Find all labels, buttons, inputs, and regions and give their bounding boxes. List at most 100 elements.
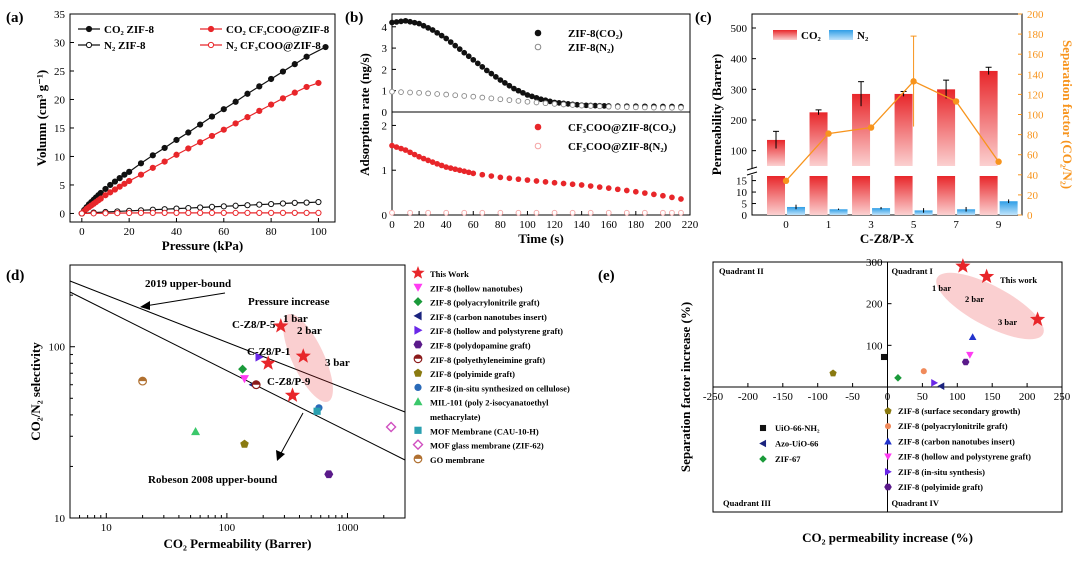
data-point-a [315,198,322,206]
legend-text-a: CO₂ CF₃COO@ZIF-8 [226,24,330,36]
y-tick-label-b: 2 [382,64,388,76]
legend-marker-d [414,325,423,335]
x-tick-label-b: 20 [414,219,426,231]
x-tick-label-a: 0 [79,226,85,238]
annotation-1bar-e: 1 bar [932,283,951,293]
bar-co2-lower [937,176,956,215]
data-point-a [279,200,287,207]
y-tick-label-e: 300 [866,257,883,269]
legend-text-d: ZIF-8 (polyethyleneimine graft) [430,355,545,365]
data-point-b [479,94,486,101]
data-point-b [641,104,648,111]
data-point-a [107,181,114,189]
data-point-b [488,173,495,179]
data-point-b [560,101,567,108]
data-point-d [251,380,261,390]
data-point-a [197,209,204,216]
legend-text-d: ZIF-8 (polydopamine graft) [430,341,531,351]
x-tick-label-e: -150 [773,391,794,403]
x-tick-label-e: 200 [1019,391,1036,403]
data-point-a [114,210,121,217]
data-point-b [456,46,463,53]
y-tick-label-a: 30 [54,37,66,49]
data-point-a [137,171,145,178]
data-point-b [470,170,477,177]
data-point-a [315,209,322,216]
x-tick-label-b: 140 [573,219,590,231]
data-point-b [641,190,648,196]
data-point-b [678,104,684,111]
x-tick-label-a: 60 [218,226,230,238]
annotation-thiswork: This work [1000,275,1037,285]
x-tick-label-e: -50 [845,391,860,403]
arrow-2019 [144,292,226,307]
data-point-b [569,181,576,188]
bar-co2 [767,139,786,166]
data-point-b [407,18,413,25]
data-point-a [256,209,263,216]
bar-n2 [829,209,848,215]
y-tick-label-c: 100 [731,146,748,158]
data-point-a [208,209,216,216]
data-point-a [291,209,298,216]
x-axis-label-b: Time (s) [518,231,564,246]
plot-frame-d [69,264,406,519]
data-point-separation [825,130,832,137]
y-tick-label-d: 10 [54,513,66,525]
data-point-a [137,160,145,167]
data-point-b [524,98,531,105]
y-tick-label-a: 10 [54,151,66,163]
panel-b: 0 20 40 60 80 100 120 140 160 180 200 22001234012Ti… [357,13,699,246]
legend-marker-d [413,297,423,307]
data-point-a [244,209,251,216]
x-tick-label-c: 1 [826,219,832,231]
legend-text-a: CO₂ ZIF-8 [104,24,155,36]
arrowhead-2019 [140,301,150,310]
data-point-e [829,369,837,377]
data-point-b [452,92,459,99]
data-point-b [669,209,675,216]
data-point-b [614,186,621,193]
bar-n2 [957,209,976,215]
data-point-b [506,97,513,103]
data-point-separation [867,124,875,131]
data-point-a [149,164,156,171]
annotation-3bar: 3 bar [325,357,350,369]
legend-marker-d [412,439,424,451]
data-point-b [678,196,684,202]
legend-marker-b [534,123,542,131]
bound-label-2008: Robeson 2008 upper-bound [148,474,277,486]
panel-label-d: (d) [6,268,24,284]
data-point-b [515,176,522,183]
data-point-b [506,175,513,182]
x-tick-label-e: -200 [738,391,759,403]
x-tick-label-b: 220 [682,219,699,231]
legend-text-d: This Work [430,269,469,279]
x-tick-label-d: 10 [101,522,113,534]
y-tick-label-c: 500 [731,23,748,35]
axis-break-c [748,169,756,175]
legend-marker-e [759,455,767,463]
x-tick-label-b: 0 [389,219,395,231]
data-point-b [438,32,445,39]
panel-label-b: (b) [345,10,363,26]
data-point-b [542,100,549,107]
legend-marker-e [884,423,892,430]
y-axis-label-b: Adsorption rate (ng/s) [357,53,372,176]
data-point-a [232,202,239,209]
data-point-a [303,83,310,91]
data-point-b [389,19,395,26]
x-axis-label-c: C-Z8/P-X [860,231,915,246]
x-tick-label-b: 160 [600,219,617,231]
y2-tick-label-c: 120 [1027,89,1044,101]
legend-swatch-n2 [829,30,853,40]
data-point-a [78,210,85,217]
data-point-e [979,268,995,284]
legend-text-e: ZIF-8 (polyacrylonitrile graft) [898,421,1008,431]
data-point-a [121,171,128,178]
legend-marker-d [414,383,422,391]
data-point-a [137,209,145,216]
data-point-b [492,73,499,80]
data-point-a [197,121,204,128]
